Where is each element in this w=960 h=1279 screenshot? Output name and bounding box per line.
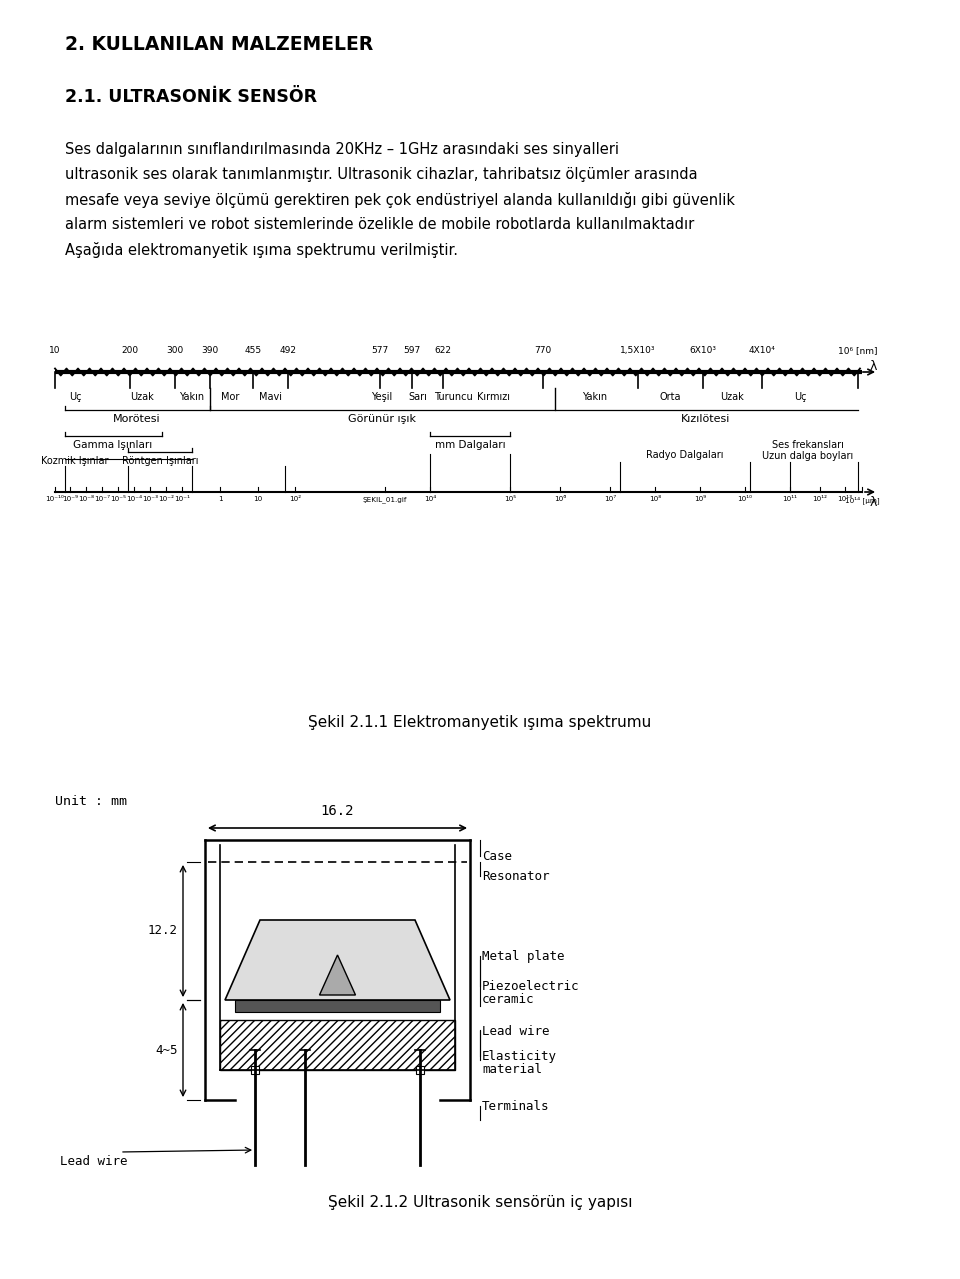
Text: Metal plate: Metal plate [482, 950, 564, 963]
Text: ŞEKIL_01.gif: ŞEKIL_01.gif [363, 496, 407, 503]
Text: 10⁷: 10⁷ [604, 496, 616, 501]
Text: 10⁻³: 10⁻³ [142, 496, 158, 501]
Text: Lead wire: Lead wire [482, 1024, 549, 1039]
Polygon shape [320, 955, 355, 995]
Bar [220, 1019, 455, 1071]
Text: 10⁻⁹: 10⁻⁹ [62, 496, 78, 501]
Bar [251, 1065, 259, 1074]
Text: Uzun dalga boyları: Uzun dalga boyları [762, 451, 853, 460]
Text: 12.2: 12.2 [148, 925, 178, 938]
Text: 10⁸: 10⁸ [649, 496, 661, 501]
Text: Görünür ışık: Görünür ışık [348, 414, 416, 425]
Text: ceramic: ceramic [482, 993, 535, 1007]
Text: Şekil 2.1.2 Ultrasonik sensörün iç yapısı: Şekil 2.1.2 Ultrasonik sensörün iç yapıs… [327, 1195, 633, 1210]
Text: Şekil 2.1.1 Elektromanyetik ışıma spektrumu: Şekil 2.1.1 Elektromanyetik ışıma spektr… [308, 715, 652, 730]
Text: 10⁻²: 10⁻² [158, 496, 174, 501]
Text: Mor: Mor [221, 391, 239, 402]
Text: 4X10⁴: 4X10⁴ [749, 347, 776, 356]
Text: Yeşil: Yeşil [372, 391, 393, 402]
Text: 10⁻⁴: 10⁻⁴ [126, 496, 142, 501]
Text: 10⁻⁵: 10⁻⁵ [110, 496, 126, 501]
Text: 200: 200 [121, 347, 138, 356]
Text: 10⁵: 10⁵ [504, 496, 516, 501]
Text: Resonator: Resonator [482, 870, 549, 883]
Text: Röntgen Işınları: Röntgen Işınları [122, 457, 199, 466]
Text: Ses frekansları: Ses frekansları [772, 440, 844, 450]
Text: Unit : mm: Unit : mm [55, 796, 127, 808]
Text: 597: 597 [403, 347, 420, 356]
Text: Uzak: Uzak [131, 391, 154, 402]
Text: 10¹²: 10¹² [812, 496, 828, 501]
Text: material: material [482, 1063, 542, 1076]
Text: 10⁻¹⁰: 10⁻¹⁰ [46, 496, 64, 501]
Text: 10⁹: 10⁹ [694, 496, 706, 501]
Text: 10⁻⁷: 10⁻⁷ [94, 496, 110, 501]
Text: Turuncu: Turuncu [434, 391, 472, 402]
Text: 390: 390 [202, 347, 219, 356]
Text: 10⁴: 10⁴ [424, 496, 436, 501]
Text: 1,5X10³: 1,5X10³ [620, 347, 656, 356]
Text: λ: λ [870, 496, 877, 509]
Bar [235, 1000, 440, 1012]
Text: 6X10³: 6X10³ [689, 347, 716, 356]
Text: 1: 1 [218, 496, 223, 501]
Text: alarm sistemleri ve robot sistemlerinde özelikle de mobile robotlarda kullanılma: alarm sistemleri ve robot sistemlerinde … [65, 217, 694, 231]
Text: 10: 10 [49, 347, 60, 356]
Text: 622: 622 [435, 347, 451, 356]
Text: Gamma Işınları: Gamma Işınları [73, 440, 153, 450]
Text: 2.1. ULTRASONİK SENSÖR: 2.1. ULTRASONİK SENSÖR [65, 88, 317, 106]
Text: 10⁶: 10⁶ [554, 496, 566, 501]
Text: Terminals: Terminals [482, 1100, 549, 1113]
Text: λ: λ [870, 359, 877, 373]
Bar [416, 1065, 424, 1074]
Text: Morötesi: Morötesi [113, 414, 161, 425]
Text: 16.2: 16.2 [321, 804, 354, 819]
Text: 770: 770 [535, 347, 552, 356]
Text: Uç: Uç [794, 391, 806, 402]
Text: 10⁻⁸: 10⁻⁸ [78, 496, 94, 501]
Text: 10¹⁰: 10¹⁰ [737, 496, 753, 501]
Text: Radyo Dalgaları: Radyo Dalgaları [646, 450, 724, 460]
Text: Orta: Orta [660, 391, 681, 402]
Text: Kozmik Işınlar: Kozmik Işınlar [41, 457, 108, 466]
Text: mm Dalgaları: mm Dalgaları [435, 440, 505, 450]
Text: ultrasonik ses olarak tanımlanmıştır. Ultrasonik cihazlar, tahribatsız ölçümler : ultrasonik ses olarak tanımlanmıştır. Ul… [65, 168, 698, 182]
Text: Uzak: Uzak [720, 391, 744, 402]
Text: 10¹³: 10¹³ [837, 496, 852, 501]
Text: Lead wire: Lead wire [60, 1155, 128, 1168]
Text: 577: 577 [372, 347, 389, 356]
Text: Yakın: Yakın [583, 391, 608, 402]
Text: 492: 492 [279, 347, 297, 356]
Text: 10: 10 [253, 496, 263, 501]
Text: 10⁻¹: 10⁻¹ [174, 496, 190, 501]
Text: Piezoelectric: Piezoelectric [482, 980, 580, 993]
Text: 4~5: 4~5 [156, 1044, 178, 1056]
Text: 2. KULLANILAN MALZEMELER: 2. KULLANILAN MALZEMELER [65, 35, 373, 54]
Text: 455: 455 [245, 347, 261, 356]
Text: Sarı: Sarı [409, 391, 427, 402]
Text: 10¹⁴ [μm]: 10¹⁴ [μm] [845, 496, 879, 504]
Text: Yakın: Yakın [180, 391, 204, 402]
Text: Elasticity: Elasticity [482, 1050, 557, 1063]
Text: Case: Case [482, 851, 512, 863]
Text: 10⁶ [nm]: 10⁶ [nm] [838, 347, 877, 356]
Text: Kırmızı: Kırmızı [476, 391, 510, 402]
Polygon shape [225, 920, 450, 1000]
Text: 10²: 10² [289, 496, 301, 501]
Text: Kızılötesi: Kızılötesi [682, 414, 731, 425]
Text: Ses dalgalarının sınıflandırılmasında 20KHz – 1GHz arasındaki ses sinyalleri: Ses dalgalarının sınıflandırılmasında 20… [65, 142, 619, 157]
Text: Aşağıda elektromanyetik ışıma spektrumu verilmiştir.: Aşağıda elektromanyetik ışıma spektrumu … [65, 242, 458, 258]
Text: Uç: Uç [69, 391, 82, 402]
Text: 10¹¹: 10¹¹ [782, 496, 798, 501]
Text: 300: 300 [166, 347, 183, 356]
Text: mesafe veya seviye ölçümü gerektiren pek çok endüstriyel alanda kullanıldığı gib: mesafe veya seviye ölçümü gerektiren pek… [65, 192, 735, 208]
Text: Mavi: Mavi [258, 391, 281, 402]
